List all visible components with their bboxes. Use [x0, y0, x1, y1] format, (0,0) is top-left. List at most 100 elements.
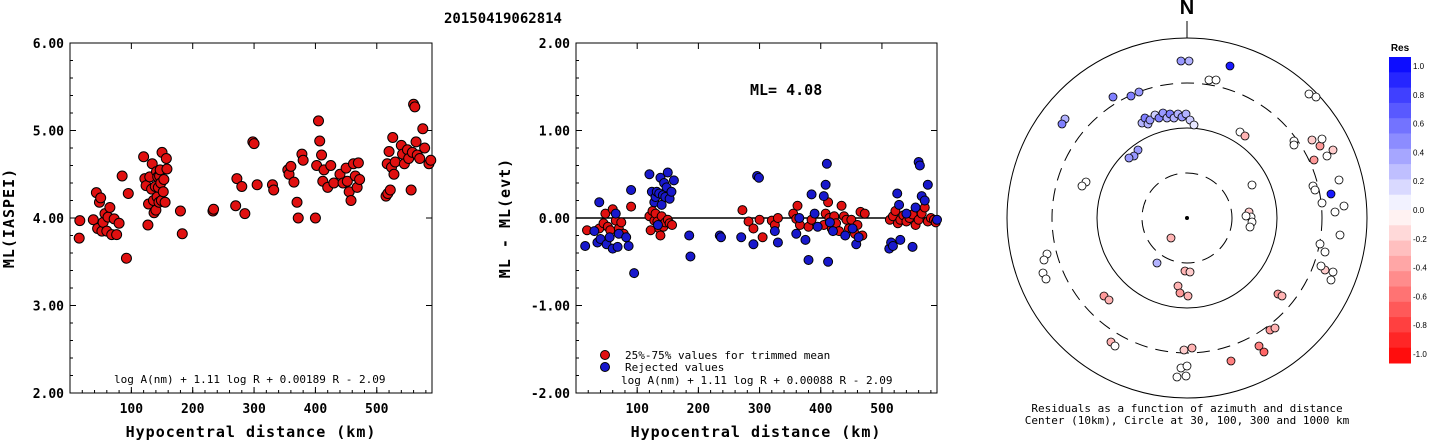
magnitude-point — [409, 101, 421, 113]
station-residual-marker — [1124, 153, 1134, 163]
station-residual-marker — [1152, 258, 1162, 268]
colorbar-tick-label: 0.8 — [1413, 91, 1425, 100]
magnitude-point — [113, 217, 125, 229]
station-residual-marker — [1189, 120, 1199, 130]
magnitude-point — [405, 184, 417, 196]
magnitude-point — [312, 115, 324, 127]
station-residual-marker — [1328, 145, 1338, 155]
y-tick-label: 1.00 — [539, 125, 570, 140]
rejected-residual-point — [594, 197, 605, 208]
station-residual-marker — [1057, 119, 1067, 129]
trimmed-residual-point — [859, 208, 870, 219]
y-tick-label: 3.00 — [33, 300, 64, 315]
rejected-residual-point — [621, 232, 632, 243]
magnitude-point — [236, 181, 248, 192]
magnitude-point — [410, 136, 422, 148]
station-residual-marker — [1133, 145, 1143, 155]
magnitude-point — [414, 153, 426, 164]
rejected-residual-point — [894, 199, 905, 210]
station-residual-marker — [1176, 56, 1186, 66]
x-tick-label: 500 — [365, 402, 389, 417]
colorbar-tick-label: -0.4 — [1413, 264, 1427, 273]
y-tick-label: -2.00 — [531, 387, 570, 402]
colorbar-cell — [1389, 57, 1411, 73]
rejected-residual-point — [666, 186, 677, 197]
rejected-residual-point — [922, 179, 933, 190]
colorbar-tick-label: -0.8 — [1413, 321, 1427, 330]
rejected-residual-point — [812, 221, 823, 232]
rejected-residual-point — [840, 230, 851, 241]
y-tick-label: 2.00 — [33, 387, 64, 402]
magnitude-point — [297, 154, 309, 166]
rejected-residual-point — [772, 237, 783, 248]
rejected-residual-point — [716, 232, 727, 243]
ring-30km — [1141, 172, 1233, 264]
colorbar-cell — [1389, 210, 1411, 226]
colorbar-cell — [1389, 148, 1411, 165]
magnitude-point — [425, 154, 437, 166]
magnitude-point — [116, 170, 128, 182]
colorbar-cell — [1389, 332, 1411, 349]
colorbar-tick-label: 0.6 — [1413, 120, 1425, 129]
colorbar-cell — [1389, 225, 1411, 242]
trimmed-residual-point — [616, 217, 627, 228]
station-residual-marker — [1187, 343, 1197, 353]
rejected-residual-point — [604, 232, 615, 243]
station-residual-marker — [1077, 181, 1087, 191]
legend-marker-rejected — [600, 362, 610, 372]
colorbar-cell — [1389, 72, 1411, 89]
magnitude-point — [231, 173, 243, 185]
residual-y-axis-label: ML - ML(evt) — [496, 158, 514, 278]
rejected-residual-point — [919, 195, 930, 206]
station-residual-marker — [1310, 185, 1320, 195]
magnitude-point — [158, 174, 170, 185]
station-residual-marker — [1326, 189, 1336, 199]
rejected-residual-point — [821, 158, 832, 169]
magnitude-point — [111, 229, 123, 241]
station-residual-marker — [1181, 109, 1191, 119]
colorbar-tick-label: 0.0 — [1413, 206, 1425, 215]
trimmed-residual-point — [792, 200, 803, 211]
magnitude-point — [384, 184, 396, 196]
station-residual-marker — [1339, 201, 1349, 211]
magnitude-point — [268, 184, 280, 196]
station-residual-marker — [1211, 75, 1221, 85]
ring-100km — [1096, 127, 1278, 309]
rejected-residual-point — [803, 255, 814, 265]
x-tick-label: 300 — [242, 402, 266, 417]
y-tick-label: 6.00 — [33, 37, 64, 52]
ring-1000km — [1006, 37, 1368, 399]
station-residual-marker — [1315, 239, 1325, 249]
rejected-residual-point — [887, 241, 898, 251]
magnitude-point — [208, 203, 220, 215]
residual-formula: log A(nm) + 1.11 log R + 0.00088 R - 2.0… — [621, 374, 893, 387]
residual-colorbar: Res 1.0 0.8 0.6 0.4 0.2 0.0 -0.2 -0.4 -0.6 -0.8 -1… — [1389, 43, 1427, 364]
magnitude-point — [74, 215, 86, 227]
station-residual-marker — [1289, 140, 1299, 150]
station-residual-marker — [1041, 274, 1051, 284]
colorbar-tick-label: 0.4 — [1413, 148, 1425, 157]
rejected-residual-point — [806, 189, 817, 200]
station-residual-marker — [1309, 155, 1319, 165]
station-residual-marker — [1126, 91, 1136, 101]
magnitude-point — [157, 186, 169, 198]
rejected-residual-point — [685, 251, 696, 262]
trimmed-residual-point — [600, 208, 611, 219]
station-residual-marker — [1134, 87, 1144, 97]
magnitude-point — [159, 196, 171, 208]
station-residual-marker — [1328, 267, 1338, 277]
station-residual-marker — [1254, 341, 1264, 351]
rejected-residual-point — [668, 175, 679, 186]
rejected-residual-point — [914, 160, 925, 171]
north-label: N — [1180, 0, 1194, 19]
station-residual-marker — [1182, 361, 1192, 371]
magnitude-point — [341, 175, 353, 187]
trimmed-residual-point — [772, 213, 783, 223]
magnitude-point — [120, 252, 132, 264]
rejected-residual-point — [736, 232, 747, 243]
magnitude-point — [345, 195, 357, 206]
page-title: 20150419062814 — [444, 11, 562, 27]
colorbar-cell — [1389, 317, 1411, 333]
station-residual-marker — [1245, 222, 1255, 232]
polar-caption-line1: Residuals as a function of azimuth and d… — [1031, 402, 1342, 415]
